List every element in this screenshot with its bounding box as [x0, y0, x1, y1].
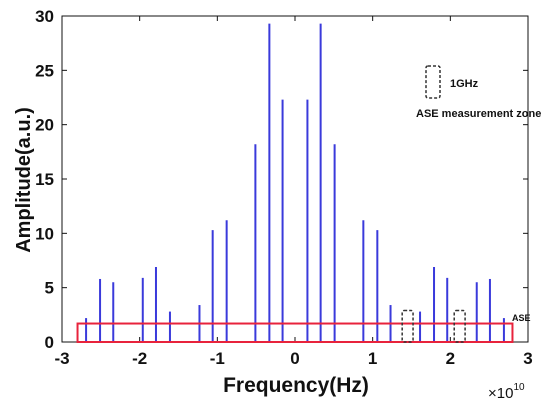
x-exponent-label: ×1010 [488, 382, 525, 402]
x-tick-label: 0 [290, 349, 299, 368]
zone-legend-label-ase: ASE measurement zone [416, 108, 541, 120]
x-exponent-base: ×10 [488, 385, 513, 402]
y-tick-group: 0 5 10 15 20 25 30 [35, 7, 528, 352]
y-axis-label: Amplitude(a.u.) [13, 107, 35, 253]
y-tick-label: 30 [35, 7, 54, 26]
x-exponent-power: 10 [513, 382, 525, 393]
y-tick-label: 25 [35, 61, 54, 80]
y-tick-label: 10 [35, 224, 54, 243]
x-axis-label: Frequency(Hz) [223, 374, 369, 397]
ase-measurement-zone [454, 310, 465, 342]
y-tick-label: 15 [35, 170, 54, 189]
x-tick-label: 1 [368, 349, 377, 368]
x-tick-label: -1 [210, 349, 225, 368]
y-tick-label: 20 [35, 116, 54, 135]
spectral-lines [86, 24, 504, 342]
x-tick-label: -2 [132, 349, 147, 368]
x-tick-label: 3 [523, 349, 532, 368]
plot-frame [62, 16, 528, 342]
x-tick-group: -3 -2 -1 0 1 2 3 [54, 16, 532, 368]
x-tick-label: -3 [54, 349, 69, 368]
x-tick-label: 2 [446, 349, 455, 368]
zone-legend-label-1ghz: 1GHz [450, 78, 479, 90]
zone-legend-box [426, 66, 440, 98]
y-tick-label: 0 [45, 333, 54, 352]
y-tick-label: 5 [45, 279, 54, 298]
ase-label: ASE [512, 313, 531, 323]
ase-measurement-zone [402, 310, 413, 342]
